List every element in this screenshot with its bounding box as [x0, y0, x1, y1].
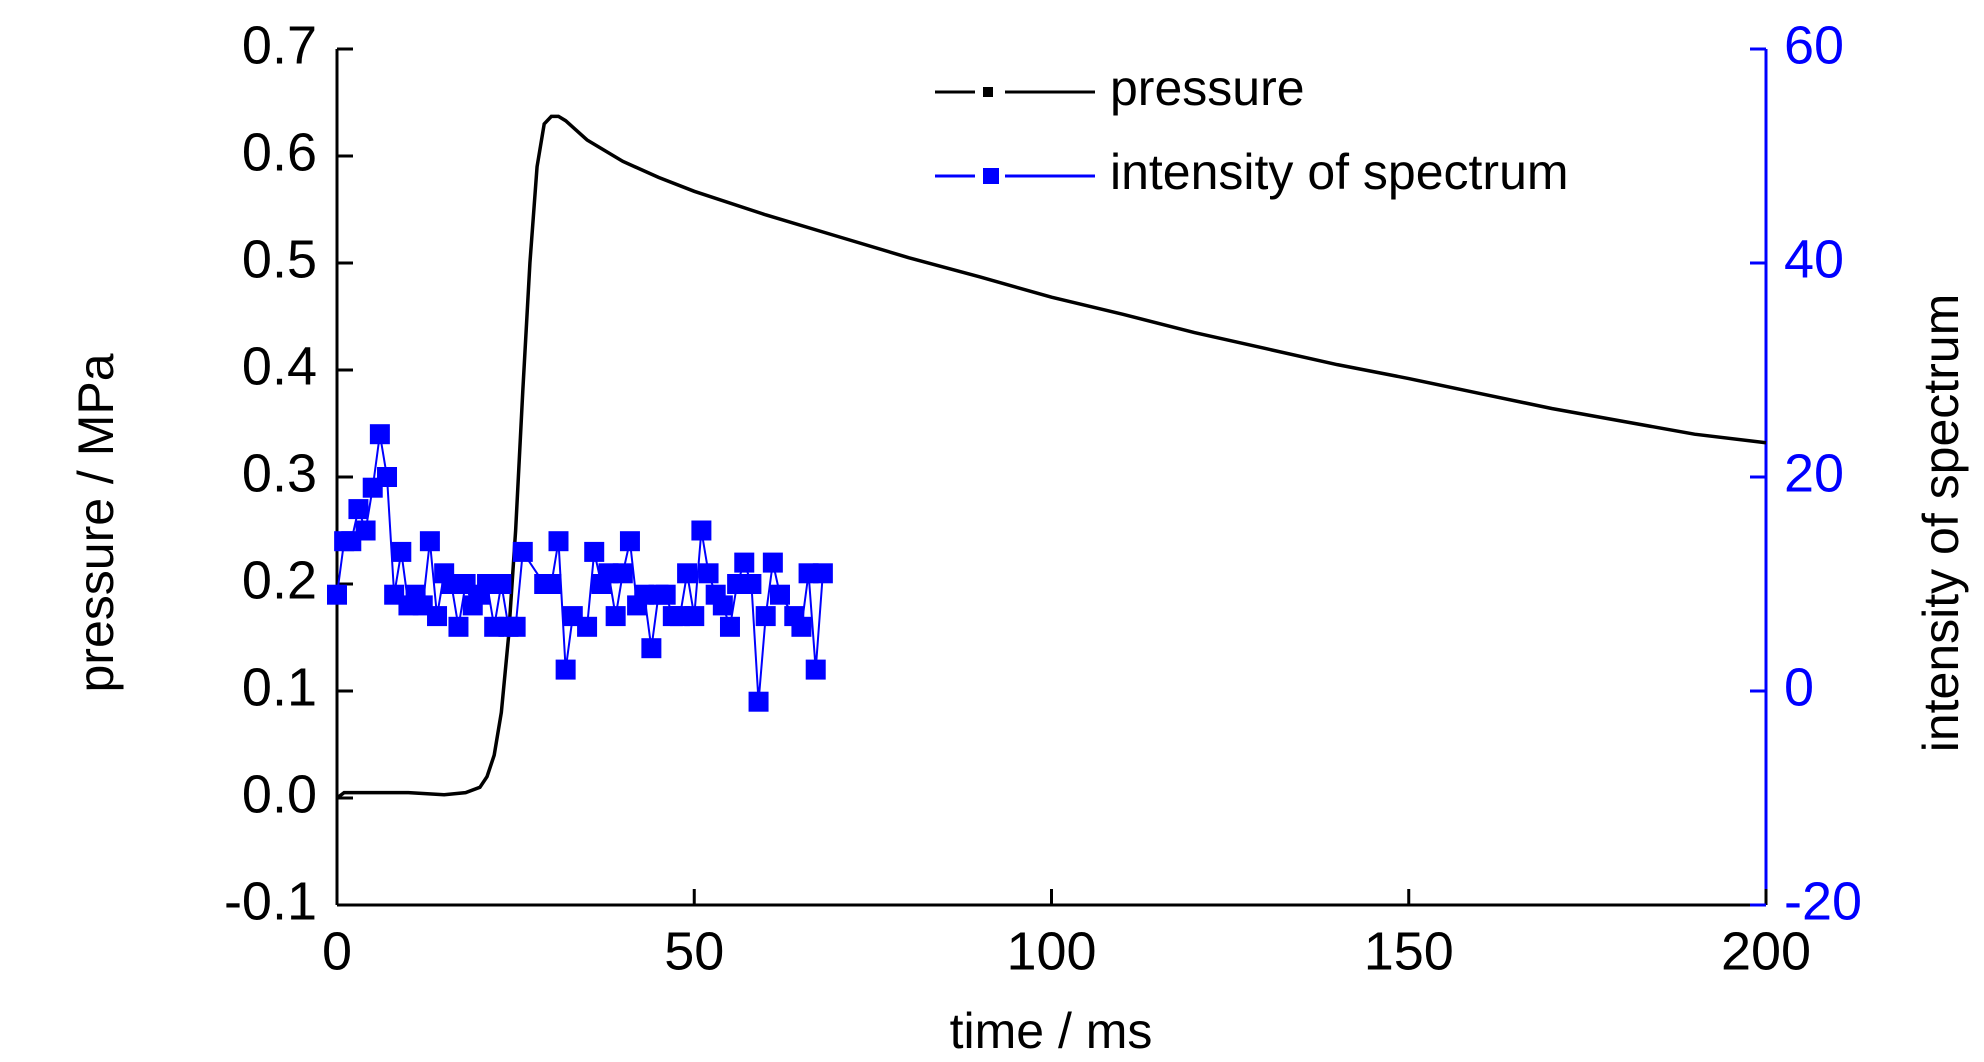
y-tick-label: 0.5: [242, 229, 317, 289]
series-marker: [391, 541, 412, 562]
y-tick-label: 0.0: [242, 764, 317, 824]
series-marker: [655, 584, 676, 605]
x-tick-label: 200: [1721, 921, 1811, 981]
series-marker: [548, 531, 569, 552]
y-tick-label: 0.3: [242, 443, 317, 503]
y2-tick-label: -20: [1784, 871, 1862, 931]
y-tick-label: 0.4: [242, 336, 317, 396]
series-marker: [712, 595, 733, 616]
series-marker: [741, 574, 762, 594]
series-marker: [791, 616, 812, 637]
series-marker: [377, 467, 398, 487]
series-marker: [619, 531, 640, 552]
series-marker: [584, 541, 605, 562]
series-marker: [641, 638, 662, 659]
series-marker: [448, 616, 469, 637]
series-marker: [555, 659, 576, 680]
series-marker: [577, 616, 598, 637]
y2-tick-label: 0: [1784, 657, 1814, 717]
series-marker: [505, 616, 526, 637]
y2-axis-label: intensity of spectrum: [1913, 294, 1969, 753]
series-marker: [769, 584, 790, 605]
series-marker: [612, 563, 633, 584]
x-axis-label: time / ms: [950, 1003, 1153, 1059]
y2-tick-label: 40: [1784, 229, 1844, 289]
series-marker: [327, 584, 347, 605]
legend-label: pressure: [1110, 60, 1305, 116]
x-tick-label: 0: [322, 921, 352, 981]
series-marker: [541, 574, 562, 594]
y-axis-label: pressure / MPa: [68, 353, 124, 692]
y-tick-label: -0.1: [224, 871, 317, 931]
y-tick-label: 0.7: [242, 15, 317, 75]
legend-label: intensity of spectrum: [1110, 144, 1569, 200]
series-marker: [805, 659, 826, 680]
series-marker: [491, 574, 512, 594]
y-tick-label: 0.1: [242, 657, 317, 717]
series-marker: [698, 563, 719, 584]
y-tick-label: 0.2: [242, 550, 317, 610]
series-marker: [355, 520, 376, 541]
y-tick-label: 0.6: [242, 122, 317, 182]
series-marker: [719, 616, 740, 637]
series-marker: [677, 563, 698, 584]
y2-tick-label: 20: [1784, 443, 1844, 503]
series-marker: [348, 499, 369, 520]
x-tick-label: 100: [1006, 921, 1096, 981]
series-marker: [755, 606, 776, 627]
legend-swatch: [983, 87, 993, 97]
series-marker: [369, 424, 390, 445]
series-line: [335, 114, 1767, 800]
x-tick-label: 150: [1364, 921, 1454, 981]
series-marker: [748, 691, 769, 712]
legend-swatch: [983, 168, 999, 184]
y2-tick-label: 60: [1784, 15, 1844, 75]
series-marker: [762, 552, 783, 573]
series-marker: [605, 606, 626, 627]
x-tick-label: 50: [664, 921, 724, 981]
series-marker: [419, 531, 440, 552]
series-marker: [684, 606, 705, 627]
series-marker: [427, 606, 448, 627]
series-marker: [512, 541, 533, 562]
series-marker: [691, 520, 712, 541]
series-marker: [812, 563, 833, 584]
series-marker: [734, 552, 755, 573]
